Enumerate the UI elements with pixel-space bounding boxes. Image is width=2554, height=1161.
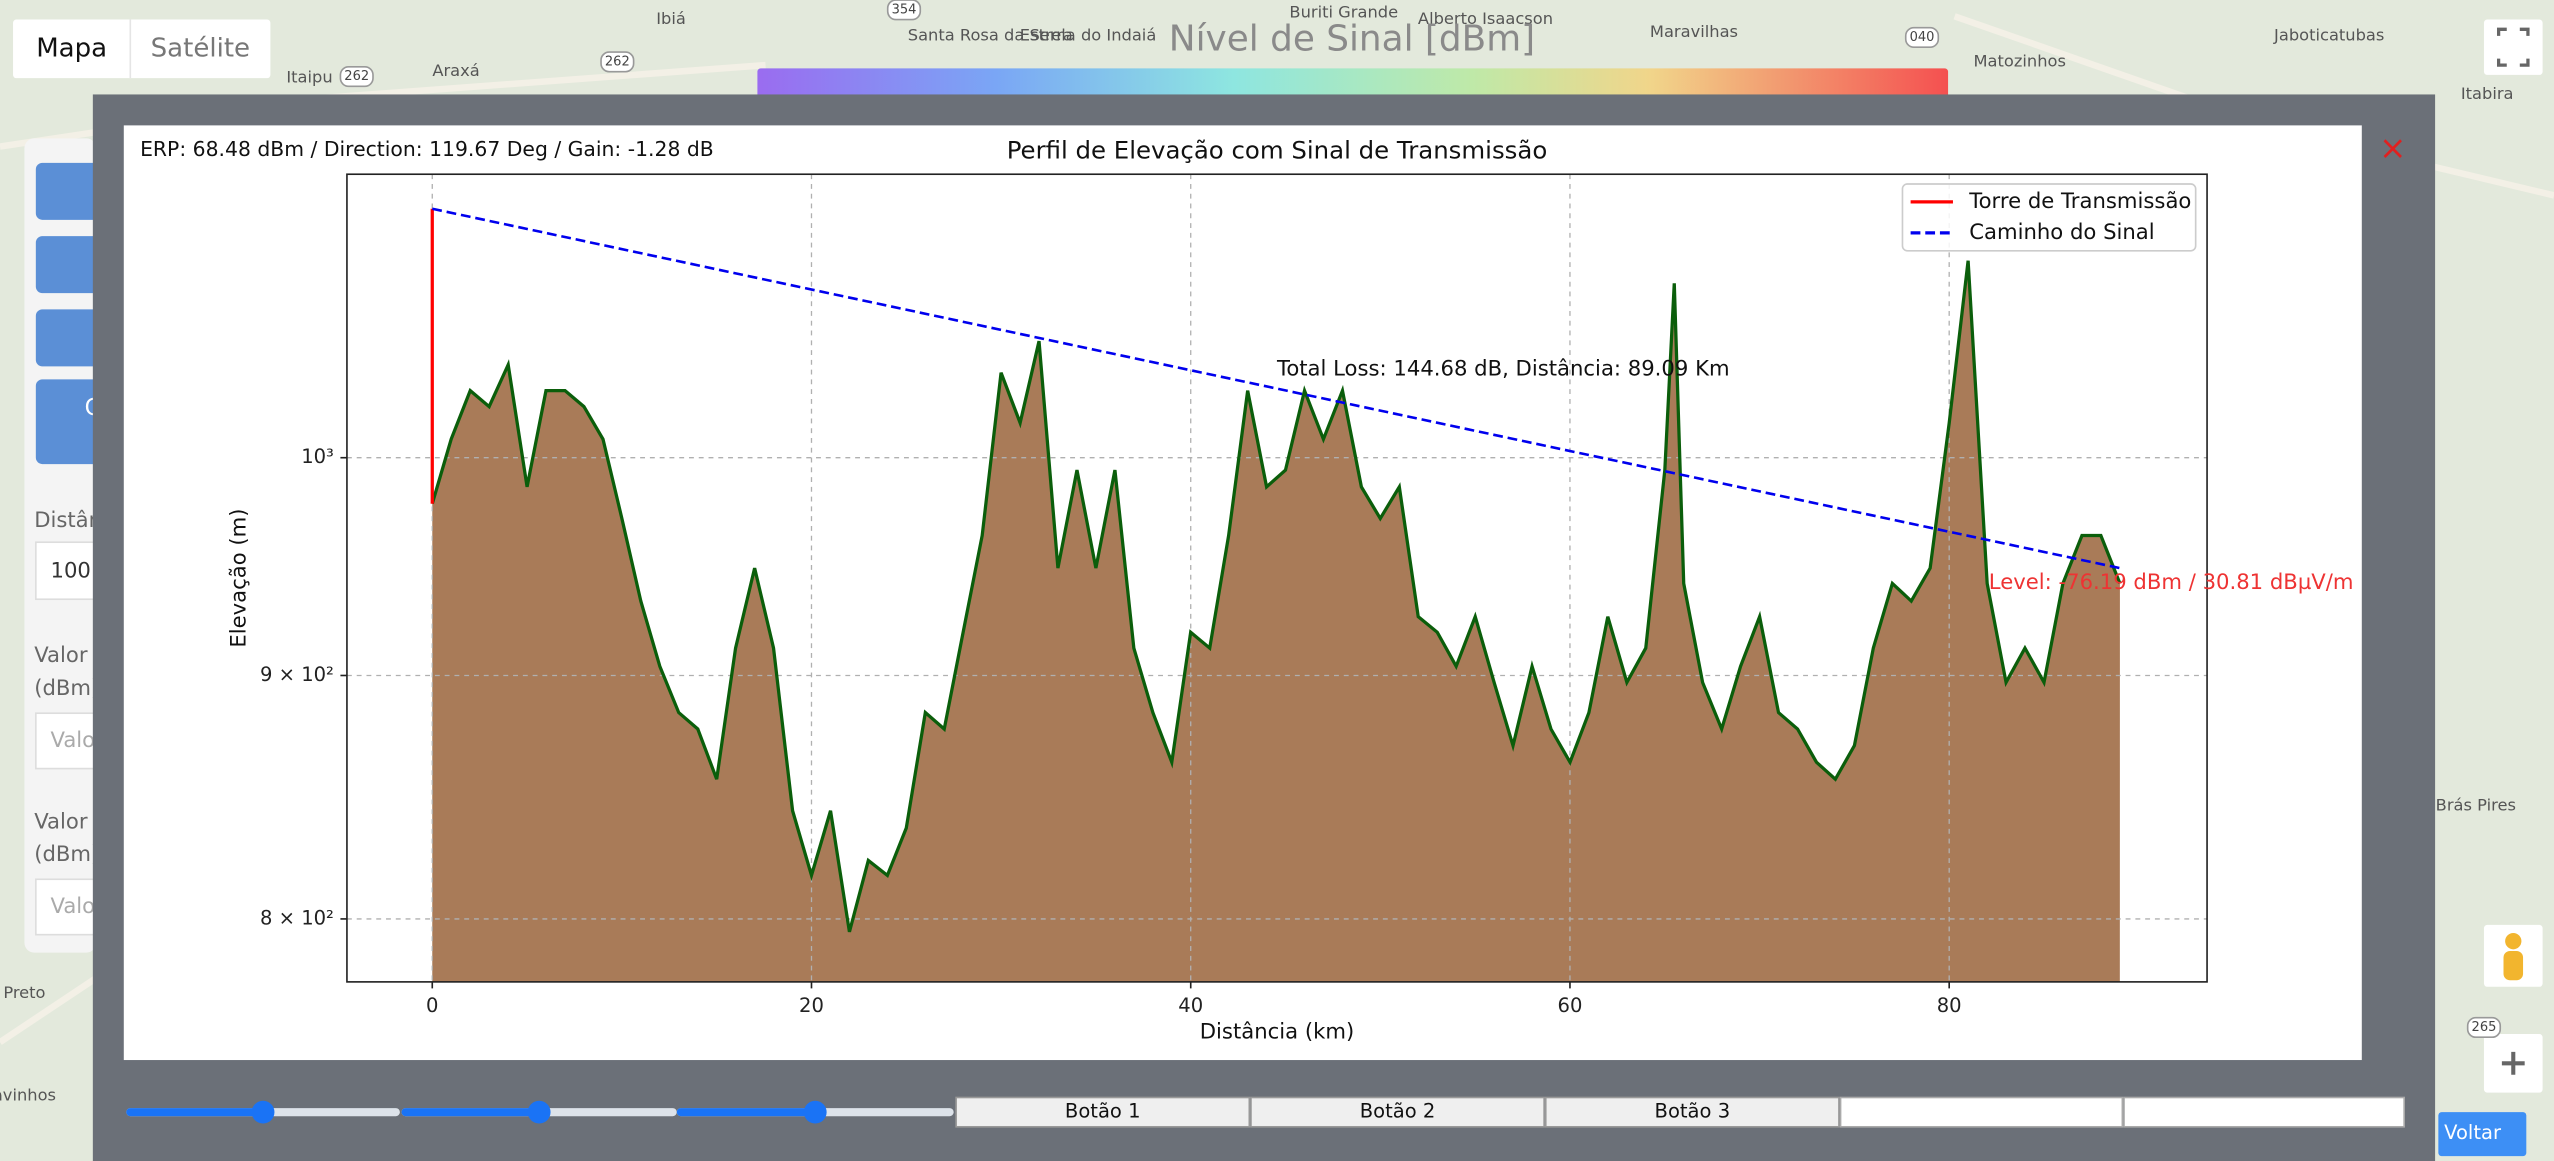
modal-info: ERP: 68.48 dBm / Direction: 119.67 Deg /…	[140, 137, 714, 161]
y-tick-label: 8 × 10²	[260, 906, 334, 929]
pegman-body	[2503, 950, 2524, 981]
x-tick-label: 80	[1937, 994, 1962, 1017]
x-tick-label: 0	[426, 994, 438, 1017]
side-button[interactable]	[35, 309, 101, 367]
ui: Ibiá Buriti Grande Alberto Isaacson Santa R…	[0, 0, 2516, 1128]
modal-button-label: Botão 1	[1065, 1100, 1141, 1123]
map-place: Araxá	[432, 61, 479, 80]
map-place: Itabira	[2461, 84, 2514, 103]
map-place: avinhos	[0, 1085, 56, 1104]
side-unit: (dBm)	[34, 675, 99, 700]
map-tab[interactable]: Satélite	[151, 33, 250, 63]
road-shield-label: 262	[605, 54, 630, 69]
map-place: Matozinhos	[1974, 51, 2066, 70]
y-tick-label: 9 × 10²	[260, 663, 334, 686]
modal-input[interactable]	[1839, 1096, 2124, 1128]
map-place: Buriti Grande	[1289, 3, 1398, 22]
back-button[interactable]	[2438, 1112, 2527, 1157]
road-shield	[886, 0, 922, 21]
road-shield-label: 040	[1910, 30, 1935, 45]
slider-thumb[interactable]	[527, 1100, 551, 1124]
map-place: Brás Pires	[2436, 796, 2516, 815]
map-tab[interactable]: Mapa	[36, 33, 107, 63]
road-shield	[1904, 26, 1940, 49]
side-button[interactable]	[35, 379, 101, 465]
slider-thumb[interactable]	[251, 1100, 275, 1124]
road-shield	[339, 65, 374, 88]
x-axis-label: Distância (km)	[1200, 1018, 1354, 1043]
modal-button-label: Botão 2	[1360, 1100, 1436, 1123]
elevation-line	[430, 260, 2122, 933]
side-unit: (dBm)	[34, 841, 99, 866]
legend-box	[1901, 183, 2197, 252]
x-tick-label: 60	[1558, 994, 1583, 1017]
x-tick-label: 20	[799, 994, 824, 1017]
map-place: Alberto Isaacson	[1418, 9, 1553, 28]
side-input[interactable]	[35, 712, 102, 770]
chart: Perfil de Elevação com Sinal de Transmis…	[225, 135, 2353, 1043]
back-button-label: Voltar	[2444, 1121, 2502, 1144]
side-input-placeholder: Valo	[50, 727, 95, 752]
modal-input[interactable]	[2123, 1096, 2405, 1128]
side-button[interactable]	[35, 162, 101, 220]
road-shield-label: 265	[2472, 1020, 2497, 1035]
map-place: Preto	[3, 983, 45, 1002]
x-tick-label: 40	[1178, 994, 1203, 1017]
map-place: Jaboticatubas	[2273, 25, 2384, 44]
annotation: Level: -76.19 dBm / 30.81 dBµV/m	[1989, 569, 2354, 594]
legend-label: Torre de Transmissão	[1968, 188, 2191, 213]
elevation-area	[432, 260, 2120, 982]
slider-thumb[interactable]	[803, 1100, 827, 1124]
legend-label: Caminho do Sinal	[1969, 219, 2154, 244]
side-input-value: 100	[50, 558, 90, 583]
road-shield	[600, 51, 635, 73]
map-place: Maravilhas	[1650, 22, 1738, 41]
map-type-control	[13, 19, 271, 79]
road-shield-label: 262	[344, 69, 369, 84]
modal-close[interactable]: ×	[2379, 129, 2406, 167]
y-tick-label: 10³	[301, 445, 334, 468]
chart-title: Perfil de Elevação com Sinal de Transmis…	[1007, 135, 1548, 164]
side-button[interactable]	[35, 236, 101, 294]
signal-gradient	[757, 68, 1949, 98]
fullscreen-icon	[2496, 27, 2530, 67]
signal-legend-title: Nível de Sinal [dBm]	[1169, 19, 1535, 60]
road-shield-label: 354	[892, 2, 917, 17]
modal-button[interactable]	[955, 1096, 1251, 1128]
map-place: Itaipu	[286, 68, 332, 87]
modal-button-label: Botão 3	[1655, 1100, 1731, 1123]
fullscreen-button[interactable]	[2483, 19, 2543, 75]
road-shield	[2466, 1016, 2502, 1039]
side-label: Valor	[34, 808, 88, 833]
pegman-head	[2505, 933, 2522, 950]
map-place: Ibiá	[656, 9, 686, 28]
modal-button[interactable]	[1250, 1096, 1545, 1128]
side-label: Valor	[34, 642, 88, 667]
side-label: Distân	[34, 507, 102, 532]
annotation: Total Loss: 144.68 dB, Distância: 89.09 …	[1276, 356, 1730, 381]
side-input-placeholder: Valo	[50, 893, 95, 918]
map-place: Estrela do Indaiá	[1020, 25, 1156, 44]
zoom-icon	[2501, 1051, 2525, 1075]
map-place: Santa Rosa da Serra	[908, 25, 1073, 44]
side-input[interactable]	[35, 541, 102, 601]
modal-button[interactable]	[1544, 1096, 1840, 1128]
plot-frame	[346, 173, 2208, 983]
y-axis-label: Elevação (m)	[225, 508, 250, 647]
series-line	[431, 207, 2121, 570]
